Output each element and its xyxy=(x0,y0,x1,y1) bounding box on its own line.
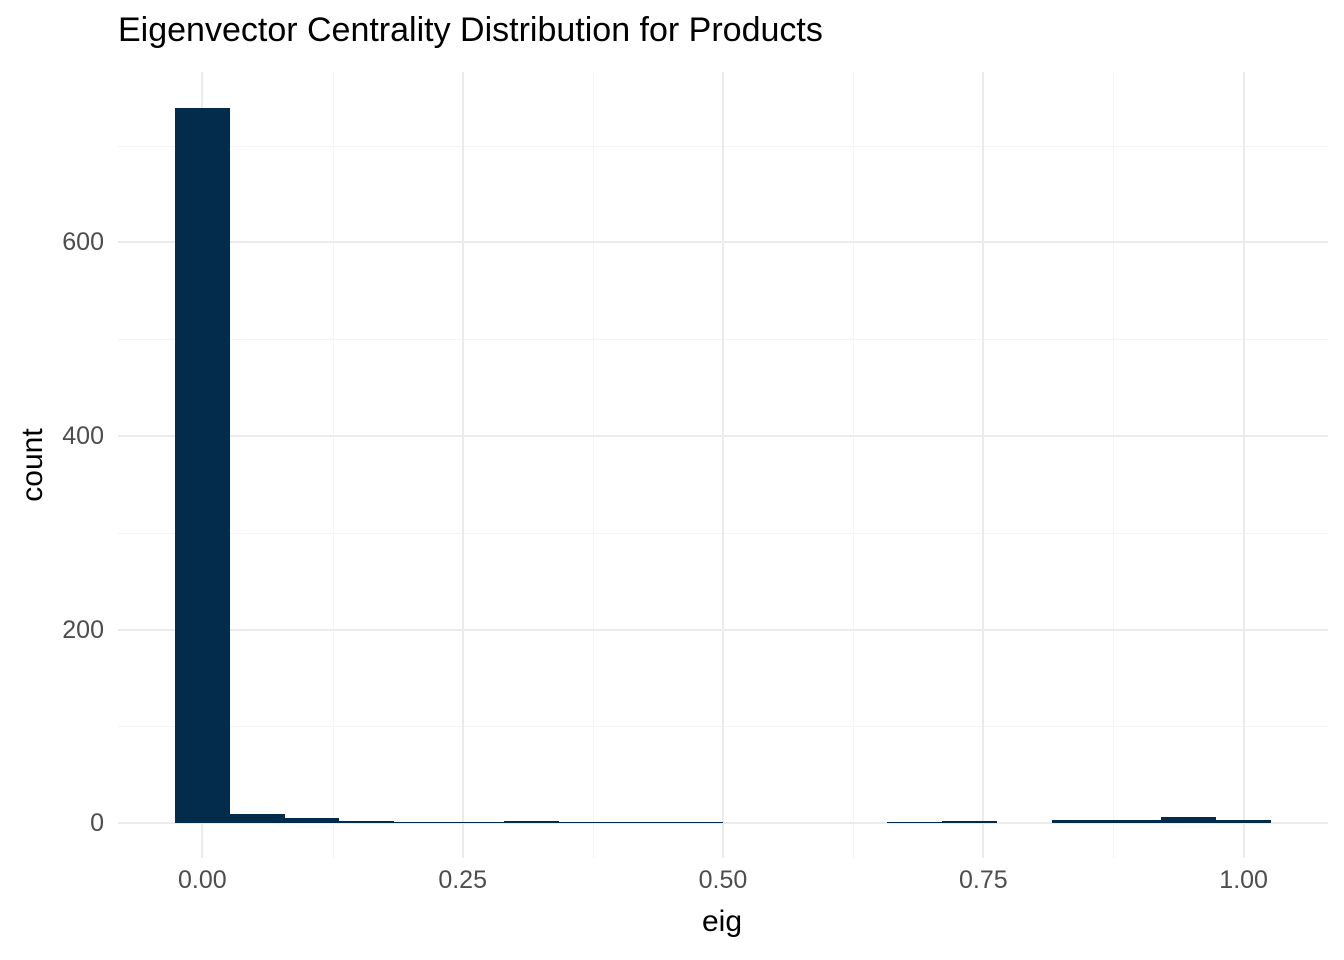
y-major-gridline xyxy=(118,822,1328,824)
plot-panel xyxy=(118,72,1328,858)
histogram-bar xyxy=(942,821,997,824)
histogram-bar xyxy=(1107,820,1161,824)
x-tick-label: 1.00 xyxy=(1219,866,1268,894)
histogram-bar xyxy=(668,822,723,824)
histogram-bar xyxy=(1052,820,1107,824)
histogram-bar xyxy=(394,822,449,824)
x-minor-gridline xyxy=(333,72,334,858)
y-major-gridline xyxy=(118,435,1328,437)
histogram-bar xyxy=(175,107,230,824)
histogram-bar xyxy=(887,822,942,824)
histogram-bar xyxy=(449,822,504,824)
histogram-bar xyxy=(230,814,285,824)
y-major-gridline xyxy=(118,629,1328,631)
x-major-gridline xyxy=(1243,72,1245,858)
y-tick-label: 400 xyxy=(62,421,104,450)
histogram-bar xyxy=(285,818,339,824)
x-tick-label: 0.00 xyxy=(178,866,227,894)
x-tick-label: 0.75 xyxy=(958,866,1008,894)
y-tick-label: 0 xyxy=(90,809,104,838)
histogram-bar xyxy=(613,822,668,824)
y-tick-label: 600 xyxy=(62,228,104,257)
y-tick-label: 200 xyxy=(62,615,104,644)
y-major-gridline xyxy=(118,241,1328,243)
chart-title: Eigenvector Centrality Distribution for … xyxy=(118,11,823,49)
x-tick-label: 0.50 xyxy=(698,866,748,894)
x-major-gridline xyxy=(722,72,724,858)
x-minor-gridline xyxy=(853,72,854,858)
x-minor-gridline xyxy=(593,72,594,858)
histogram-bar xyxy=(339,821,394,824)
histogram-bar xyxy=(504,821,559,824)
x-major-gridline xyxy=(462,72,464,858)
x-axis-title: eig xyxy=(701,905,743,938)
histogram-bar xyxy=(1216,820,1271,824)
histogram-bar xyxy=(1161,817,1216,824)
x-minor-gridline xyxy=(1113,72,1114,858)
x-major-gridline xyxy=(982,72,984,858)
histogram-bar xyxy=(559,822,613,824)
x-tick-label: 0.25 xyxy=(438,866,487,894)
